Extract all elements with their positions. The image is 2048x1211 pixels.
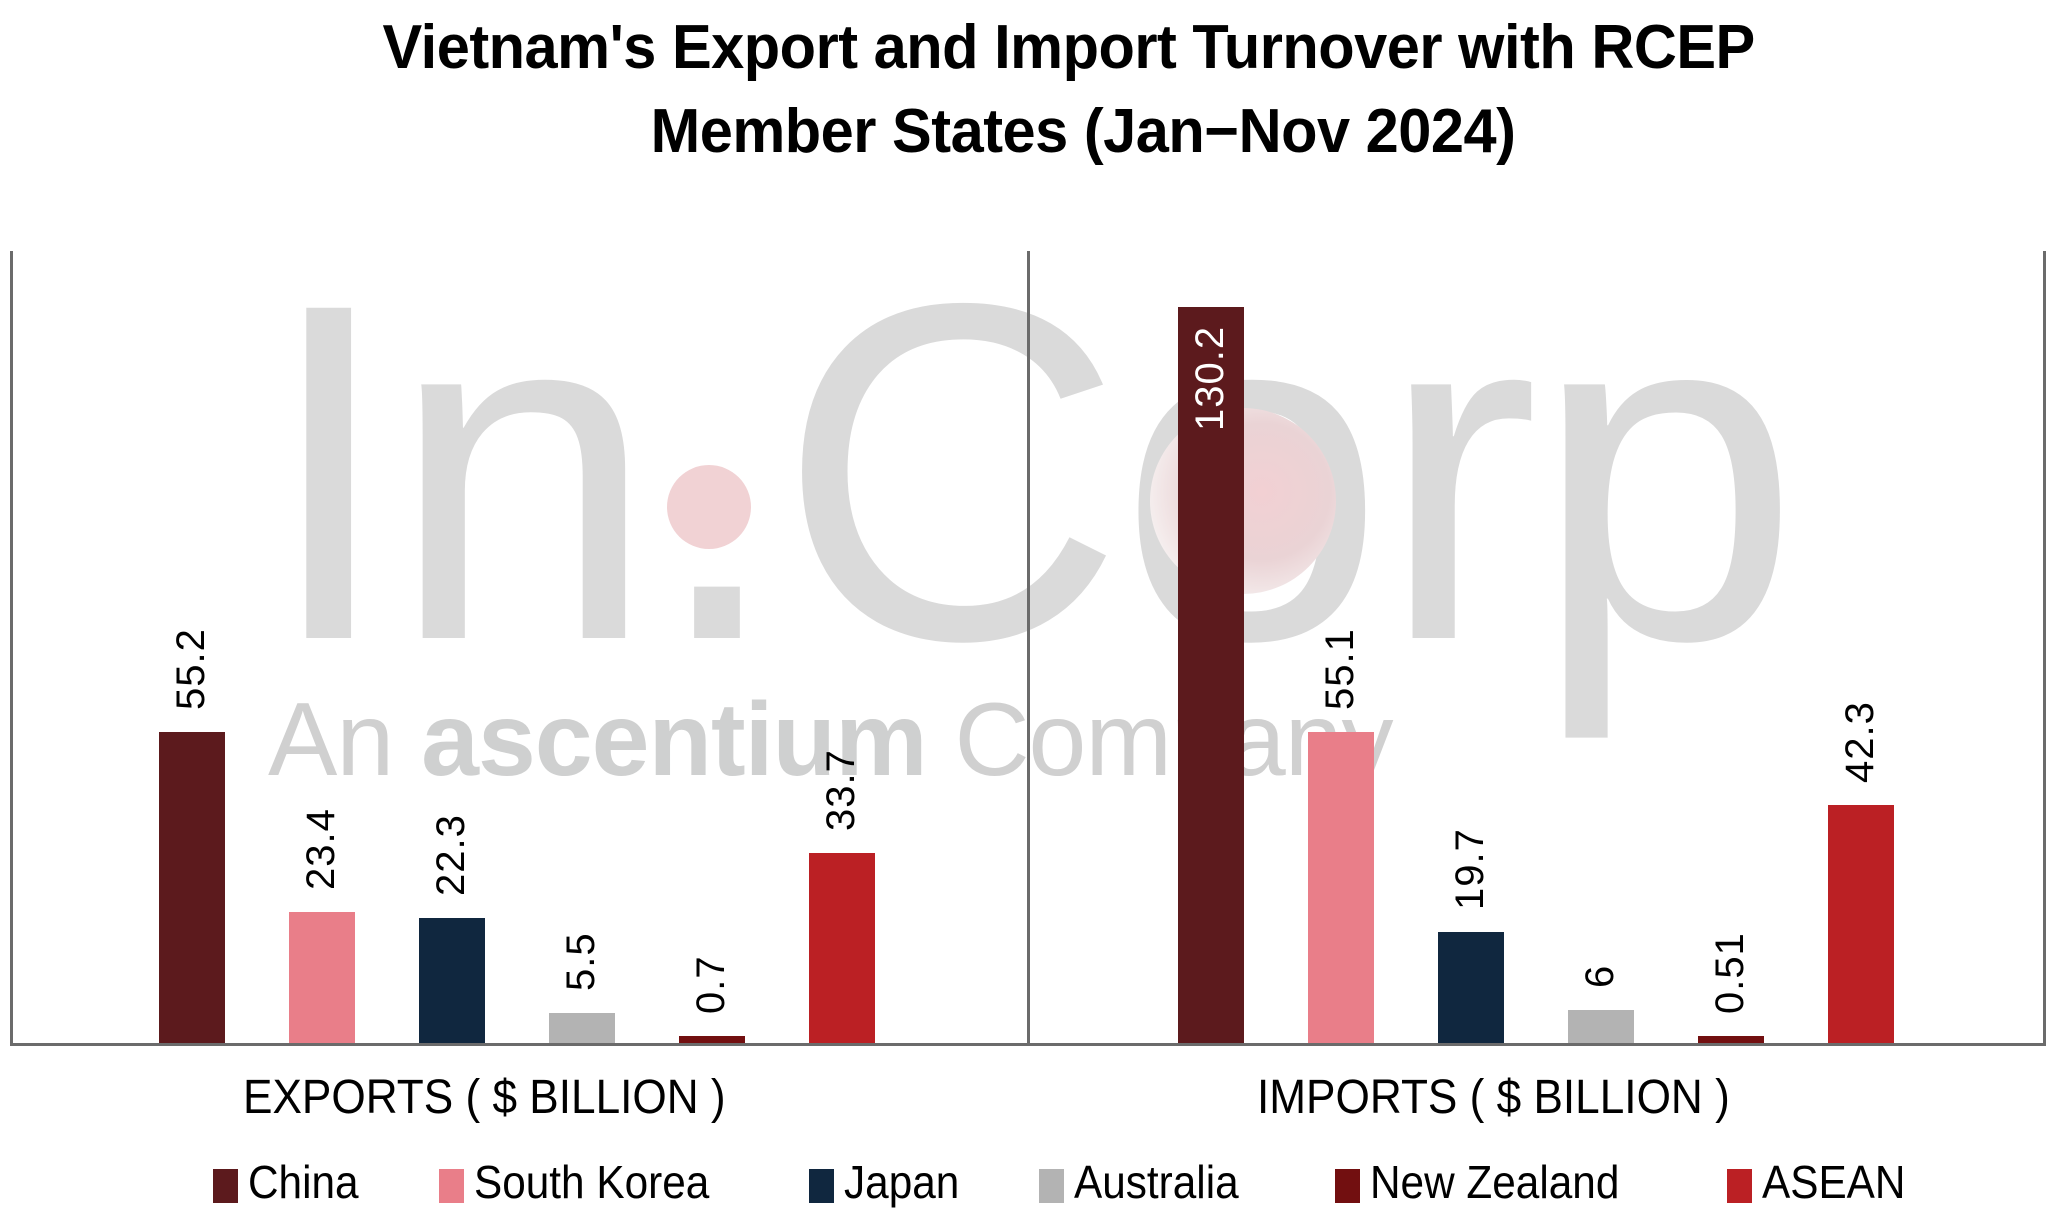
legend-item-south-korea: South Korea — [439, 1154, 730, 1210]
legend-label: New Zealand — [1370, 1156, 1620, 1208]
data-label: 6 — [1578, 964, 1622, 989]
bar-australia-exports — [549, 1012, 615, 1044]
data-label: 33.7 — [819, 749, 863, 832]
bar-new-zealand-exports — [679, 1036, 745, 1044]
bar-china-exports — [159, 731, 225, 1044]
watermark-tagline-prefix: An — [268, 682, 394, 798]
chart-title-line1: Vietnam's Export and Import Turnover wit… — [382, 13, 1756, 82]
bar-china-imports — [1178, 307, 1244, 1044]
data-label: 0.7 — [689, 955, 733, 1014]
legend-swatch-japan — [809, 1169, 834, 1203]
legend-label: Japan — [844, 1156, 960, 1208]
legend-swatch-new-zealand — [1335, 1169, 1360, 1203]
x-axis-baseline — [10, 1043, 2046, 1046]
category-label-imports: IMPORTS ( $ BILLION ) — [1257, 1071, 1730, 1124]
frame-left — [10, 251, 13, 1046]
legend-label: South Korea — [474, 1156, 710, 1208]
chart-title: Vietnam's Export and Import Turnover wit… — [42, 6, 2008, 174]
legend: China South Korea Japan Australia New Ze… — [0, 1154, 2048, 1210]
legend-item-china: China — [213, 1154, 368, 1210]
legend-item-new-zealand: New Zealand — [1335, 1154, 1641, 1210]
legend-label: Australia — [1074, 1156, 1239, 1208]
bar-japan-imports — [1438, 932, 1504, 1044]
data-label: 55.2 — [169, 627, 213, 710]
legend-item-japan: Japan — [809, 1154, 969, 1210]
legend-label: China — [248, 1156, 359, 1208]
legend-swatch-china — [213, 1169, 238, 1203]
bar-australia-imports — [1568, 1010, 1634, 1044]
bar-asean-imports — [1828, 804, 1894, 1044]
frame-right — [2043, 251, 2046, 1046]
data-label: 5.5 — [559, 932, 603, 991]
legend-swatch-asean — [1727, 1169, 1752, 1203]
bar-south-korea-imports — [1308, 732, 1374, 1044]
bar-south-korea-exports — [289, 911, 355, 1044]
legend-label: ASEAN — [1762, 1156, 1906, 1208]
legend-item-australia: Australia — [1039, 1154, 1253, 1210]
legend-item-asean: ASEAN — [1727, 1154, 1918, 1210]
bar-asean-exports — [809, 853, 875, 1044]
legend-swatch-south-korea — [439, 1169, 464, 1203]
data-label: 23.4 — [299, 807, 343, 890]
data-label: 42.3 — [1838, 700, 1882, 783]
data-label: 19.7 — [1448, 828, 1492, 911]
bar-japan-exports — [419, 917, 485, 1044]
panel-divider — [1027, 251, 1030, 1046]
legend-swatch-australia — [1039, 1169, 1064, 1203]
chart-title-line2: Member States (Jan−Nov 2024) — [650, 97, 1516, 166]
data-label: 55.1 — [1318, 628, 1362, 711]
category-label-exports: EXPORTS ( $ BILLION ) — [243, 1071, 726, 1124]
watermark-dot-icon — [667, 465, 751, 549]
data-label: 130.2 — [1188, 325, 1232, 432]
data-label: 22.3 — [429, 813, 473, 896]
data-label: 0.51 — [1708, 932, 1752, 1014]
bar-new-zealand-imports — [1698, 1036, 1764, 1044]
